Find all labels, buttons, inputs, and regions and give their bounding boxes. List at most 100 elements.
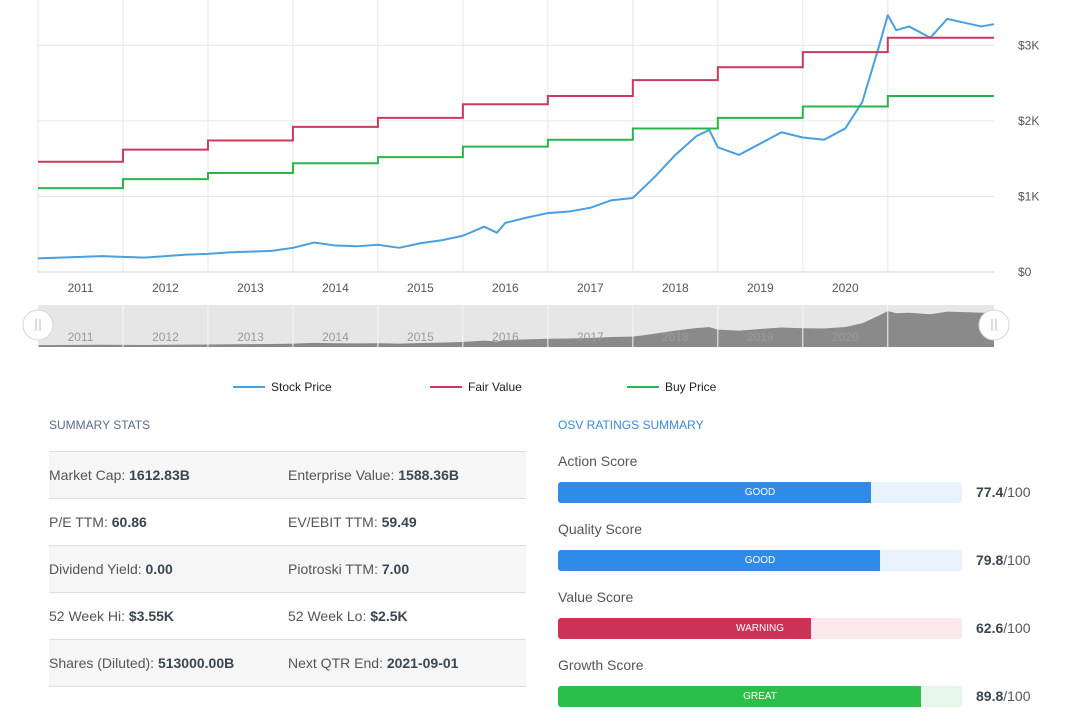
score-name: Action Score bbox=[558, 453, 638, 469]
score-badge: GOOD bbox=[744, 555, 776, 566]
score-value: 77.4/100 bbox=[976, 484, 1031, 500]
stats-row: Dividend Yield: 0.00 Piotroski TTM: 7.00 bbox=[49, 546, 526, 593]
score-name: Value Score bbox=[558, 589, 634, 605]
score-number: 62.6 bbox=[976, 620, 1004, 636]
score-number: 89.8 bbox=[976, 688, 1004, 704]
navigator-tick-label: 2015 bbox=[407, 330, 434, 344]
navigator-tick-label: 2011 bbox=[68, 330, 94, 344]
navigator-right-handle[interactable] bbox=[978, 309, 1010, 341]
y-tick-label: $3K bbox=[1018, 38, 1039, 52]
x-tick-label: 2014 bbox=[322, 281, 349, 295]
stat-pe-ttm: P/E TTM: 60.86 bbox=[49, 514, 147, 530]
stat-label: P/E TTM: bbox=[49, 514, 112, 530]
score-suffix: /100 bbox=[1003, 688, 1031, 704]
score-badge: WARNING bbox=[736, 623, 784, 634]
y-tick-label: $0 bbox=[1018, 265, 1032, 279]
x-tick-label: 2015 bbox=[407, 281, 434, 295]
navigator-tick-label: 2016 bbox=[492, 330, 519, 344]
stat-dividend-yield: Dividend Yield: 0.00 bbox=[49, 561, 173, 577]
score-track: GOOD bbox=[558, 550, 962, 571]
stat-label: EV/EBIT TTM: bbox=[288, 514, 382, 530]
stat-label: 52 Week Lo: bbox=[288, 608, 371, 624]
x-tick-label: 2019 bbox=[747, 281, 774, 295]
legend-stock-price-label: Stock Price bbox=[271, 380, 332, 394]
score-number: 77.4 bbox=[976, 484, 1004, 500]
stats-row: P/E TTM: 60.86 EV/EBIT TTM: 59.49 bbox=[49, 499, 526, 546]
score-badge: GREAT bbox=[743, 691, 777, 702]
x-axis-labels: 2011 2012 2013 2014 2015 2016 2017 2018 2019 2020 bbox=[68, 281, 859, 295]
stat-label: Shares (Diluted): bbox=[49, 655, 158, 671]
stat-piotroski-ttm: Piotroski TTM: 7.00 bbox=[288, 561, 409, 577]
score-track: GOOD bbox=[558, 482, 962, 503]
stat-value: 59.49 bbox=[381, 514, 417, 530]
navigator-tick-label: 2020 bbox=[832, 330, 859, 344]
legend-fair-value-label: Fair Value bbox=[468, 380, 522, 394]
navigator-tick-label: 2014 bbox=[322, 330, 349, 344]
chart-series bbox=[37, 14, 995, 260]
stat-52-week-lo: 52 Week Lo: $2.5K bbox=[288, 608, 408, 624]
navigator-tick-label: 2013 bbox=[237, 330, 264, 344]
y-tick-label: $2K bbox=[1018, 114, 1039, 128]
x-tick-label: 2011 bbox=[68, 281, 94, 295]
navigator-tick-label: 2017 bbox=[577, 330, 604, 344]
stat-label: Next QTR End: bbox=[288, 655, 387, 671]
stock-price-line bbox=[37, 14, 995, 260]
x-tick-label: 2013 bbox=[237, 281, 264, 295]
summary-stats-table: Market Cap: 1612.83B Enterprise Value: 1… bbox=[49, 451, 526, 687]
stat-value: 513000.00B bbox=[157, 655, 235, 671]
stats-row: 52 Week Hi: $3.55K 52 Week Lo: $2.5K bbox=[49, 593, 526, 640]
score-badge: GOOD bbox=[744, 487, 776, 498]
x-tick-label: 2012 bbox=[152, 281, 179, 295]
score-value: 62.6/100 bbox=[976, 620, 1031, 636]
stat-value: $2.5K bbox=[370, 608, 408, 624]
score-number: 79.8 bbox=[976, 552, 1004, 568]
navigator-tick-label: 2019 bbox=[747, 330, 774, 344]
legend-stock-price[interactable]: Stock Price bbox=[233, 380, 332, 394]
legend-buy-price-label: Buy Price bbox=[665, 380, 717, 394]
stat-value: 1588.36B bbox=[398, 467, 459, 483]
chart-grid bbox=[37, 0, 994, 273]
stat-value: 1612.83B bbox=[129, 467, 190, 483]
stats-row: Shares (Diluted): 513000.00B Next QTR En… bbox=[49, 640, 526, 687]
stat-market-cap: Market Cap: 1612.83B bbox=[49, 467, 190, 483]
range-navigator[interactable]: 2011 2012 2013 2014 2015 2016 2017 2018 2019 2020 bbox=[22, 305, 1010, 347]
stat-value: 60.86 bbox=[111, 514, 147, 530]
score-fill-bar bbox=[558, 686, 921, 707]
score-suffix: /100 bbox=[1003, 620, 1031, 636]
navigator-tick-label: 2018 bbox=[662, 330, 689, 344]
score-track: GREAT bbox=[558, 686, 962, 707]
stat-next-qtr-end: Next QTR End: 2021-09-01 bbox=[288, 655, 458, 671]
stat-shares-diluted: Shares (Diluted): 513000.00B bbox=[49, 655, 234, 671]
score-suffix: /100 bbox=[1003, 484, 1031, 500]
y-tick-label: $1K bbox=[1018, 189, 1039, 203]
stats-row: Market Cap: 1612.83B Enterprise Value: 1… bbox=[49, 452, 526, 499]
stat-value: 7.00 bbox=[381, 561, 410, 577]
navigator-left-handle[interactable] bbox=[22, 309, 54, 341]
stat-52-week-hi: 52 Week Hi: $3.55K bbox=[49, 608, 174, 624]
navigator-tick-label: 2012 bbox=[152, 330, 179, 344]
price-chart: 2011 2012 2013 2014 2015 2016 2017 2018 2019 2020… bbox=[22, 0, 1039, 347]
x-tick-label: 2018 bbox=[662, 281, 689, 295]
fair-value-swatch bbox=[430, 386, 462, 388]
score-fill-bar bbox=[558, 550, 881, 571]
stat-value: $3.55K bbox=[128, 608, 175, 624]
stat-ev-ebit-ttm: EV/EBIT TTM: 59.49 bbox=[288, 514, 417, 530]
score-value: 79.8/100 bbox=[976, 552, 1031, 568]
x-tick-label: 2020 bbox=[832, 281, 859, 295]
x-tick-label: 2017 bbox=[577, 281, 604, 295]
score-value: 89.8/100 bbox=[976, 688, 1031, 704]
navigator-area bbox=[38, 311, 994, 347]
fair-value-line bbox=[38, 36, 994, 163]
stat-label: 52 Week Hi: bbox=[49, 608, 129, 624]
summary-stats-title: SUMMARY STATS bbox=[49, 418, 151, 432]
stat-enterprise-value: Enterprise Value: 1588.36B bbox=[288, 467, 459, 483]
chart-legend: Stock Price Fair Value Buy Price bbox=[0, 380, 1080, 398]
stat-label: Piotroski TTM: bbox=[288, 561, 382, 577]
stat-label: Enterprise Value: bbox=[288, 467, 399, 483]
legend-fair-value[interactable]: Fair Value bbox=[430, 380, 522, 394]
score-fill-bar bbox=[558, 618, 811, 639]
legend-buy-price[interactable]: Buy Price bbox=[627, 380, 716, 394]
stat-value: 2021-09-01 bbox=[386, 655, 459, 671]
stat-value: 0.00 bbox=[145, 561, 173, 577]
score-track: WARNING bbox=[558, 618, 962, 639]
